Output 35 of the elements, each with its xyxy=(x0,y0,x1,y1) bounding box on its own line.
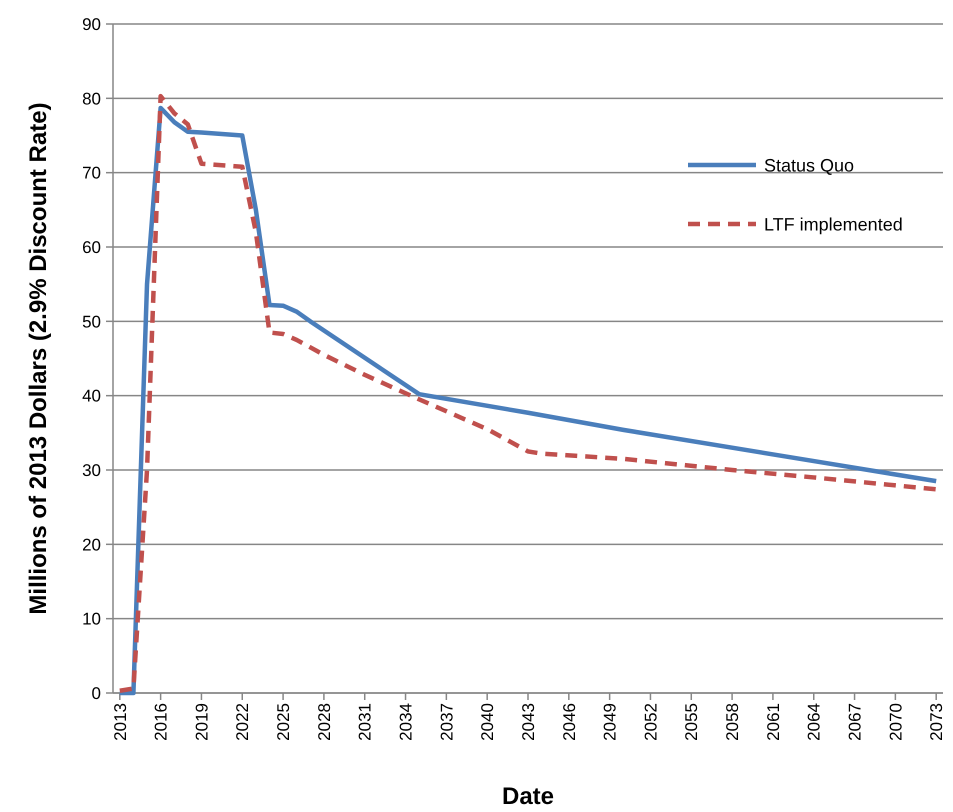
x-tick-label: 2037 xyxy=(437,703,456,741)
y-tick-label: 70 xyxy=(82,164,101,183)
x-tick-label: 2016 xyxy=(152,703,171,741)
y-tick-label: 10 xyxy=(82,610,101,629)
legend-label: LTF implemented xyxy=(764,214,903,234)
x-tick-label: 2046 xyxy=(560,703,579,741)
x-tick-label: 2043 xyxy=(518,703,538,741)
y-tick-label: 20 xyxy=(82,535,101,554)
y-tick-label: 50 xyxy=(82,312,101,332)
x-tick-label: 2022 xyxy=(233,703,252,741)
x-tick-label: 2028 xyxy=(314,703,334,741)
y-tick-label: 40 xyxy=(82,386,101,406)
x-tick-label: 2055 xyxy=(682,703,702,741)
y-tick-label: 30 xyxy=(82,460,101,480)
x-tick-label: 2040 xyxy=(478,703,498,741)
x-tick-label: 2073 xyxy=(927,703,946,741)
x-tick-label: 2019 xyxy=(192,703,212,741)
x-axis-title: Date xyxy=(502,783,554,810)
x-tick-label: 2013 xyxy=(110,703,130,741)
y-tick-label: 0 xyxy=(92,684,101,703)
legend-label: Status Quo xyxy=(764,155,854,176)
y-tick-label: 80 xyxy=(82,89,101,108)
x-tick-label: 2052 xyxy=(641,703,660,741)
x-tick-label: 2031 xyxy=(356,703,375,741)
x-tick-label: 2064 xyxy=(804,703,824,741)
x-tick-label: 2058 xyxy=(723,703,742,741)
x-tick-label: 2070 xyxy=(886,703,906,741)
x-tick-label: 2067 xyxy=(846,703,865,741)
y-tick-label: 90 xyxy=(82,14,101,34)
x-tick-label: 2049 xyxy=(600,703,620,741)
x-tick-label: 2034 xyxy=(396,703,416,741)
y-axis-title: Millions of 2013 Dollars (2.9% Discount Rate) xyxy=(25,102,52,615)
x-tick-label: 2025 xyxy=(274,703,294,741)
y-tick-label: 60 xyxy=(82,238,101,257)
x-tick-label: 2061 xyxy=(764,703,783,741)
